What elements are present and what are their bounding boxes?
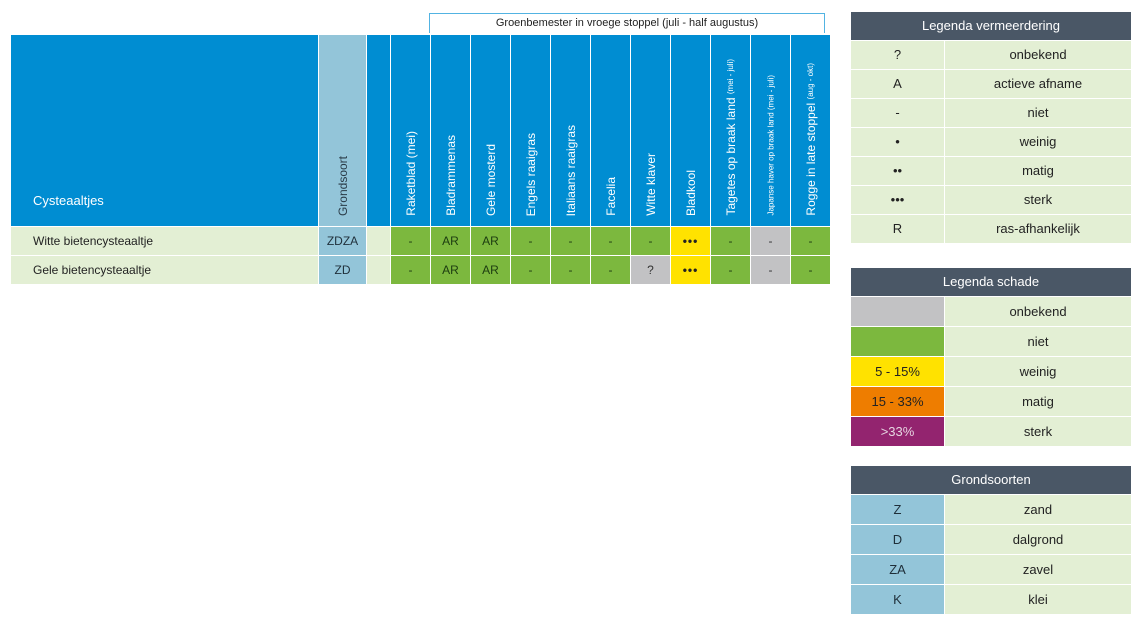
value-cell: -: [711, 227, 750, 255]
soil-cell: ZDZA: [319, 227, 366, 255]
column-header-italiaans-raaigras: Italiaans raaigras: [551, 35, 590, 226]
column-header-witte-klaver: Witte klaver: [631, 35, 670, 226]
value-cell: -: [631, 227, 670, 255]
legend-row: 5 - 15% weinig: [851, 357, 1131, 386]
legend-title: Legenda schade: [851, 268, 1131, 296]
legend-title: Grondsoorten: [851, 466, 1131, 494]
value-cell: -: [791, 256, 830, 284]
legend-title: Legenda vermeerdering: [851, 12, 1131, 40]
legend-row: >33% sterk: [851, 417, 1131, 446]
value-cell: AR: [431, 227, 470, 255]
column-header-facelia: Facelia: [591, 35, 630, 226]
value-cell: -: [751, 227, 790, 255]
column-header-bladkool: Bladkool: [671, 35, 710, 226]
row-label-witte-bietencysteaaltje: Witte bietencysteaaltje: [11, 227, 318, 255]
column-header-tagetes: Tagetes op braak land (mei - juli): [711, 35, 750, 226]
swatch-gray: [851, 297, 944, 326]
legend-row: •• matig: [851, 157, 1131, 185]
value-cell: -: [751, 256, 790, 284]
column-header-japanse-haver: Japanse haver op braak land (mei - juli): [751, 35, 790, 226]
value-cell: ?: [631, 256, 670, 284]
nematode-table: Cysteaaltjes Grondsoort Raketblad (mei) …: [11, 35, 830, 284]
value-cell: -: [591, 227, 630, 255]
soil-column-header: Grondsoort: [319, 35, 366, 226]
spacer-cell: [367, 256, 390, 284]
group-header: Groenbemester in vroege stoppel (juli - …: [429, 13, 825, 33]
value-cell: •••: [671, 227, 710, 255]
column-header-bladrammenas: Bladrammenas: [431, 35, 470, 226]
value-cell: -: [511, 227, 550, 255]
value-cell: -: [791, 227, 830, 255]
legend-row: ••• sterk: [851, 186, 1131, 214]
value-cell: -: [551, 227, 590, 255]
column-header-gele-mosterd: Gele mosterd: [471, 35, 510, 226]
swatch-orange: 15 - 33%: [851, 387, 944, 416]
legend-schade: Legenda schade onbekend niet 5 - 15% wein…: [851, 268, 1131, 446]
legend-row: - niet: [851, 99, 1131, 127]
value-cell: -: [711, 256, 750, 284]
legend-row: niet: [851, 327, 1131, 356]
value-cell: -: [391, 256, 430, 284]
swatch-green: [851, 327, 944, 356]
value-cell: AR: [431, 256, 470, 284]
legend-row: • weinig: [851, 128, 1131, 156]
legend-row: ZA zavel: [851, 555, 1131, 584]
legend-row: ? onbekend: [851, 41, 1131, 69]
value-cell: -: [391, 227, 430, 255]
value-cell: AR: [471, 227, 510, 255]
legend-row: 15 - 33% matig: [851, 387, 1131, 416]
legend-row: onbekend: [851, 297, 1131, 326]
column-header-rogge: Rogge in late stoppel (aug - okt): [791, 35, 830, 226]
column-header-raketblad: Raketblad (mei): [391, 35, 430, 226]
value-cell: -: [551, 256, 590, 284]
swatch-yellow: 5 - 15%: [851, 357, 944, 386]
value-cell: -: [591, 256, 630, 284]
value-cell: AR: [471, 256, 510, 284]
spacer-cell: [367, 227, 390, 255]
column-header-engels-raaigras: Engels raaigras: [511, 35, 550, 226]
value-cell: •••: [671, 256, 710, 284]
swatch-purple: >33%: [851, 417, 944, 446]
value-cell: -: [511, 256, 550, 284]
table-title: Cysteaaltjes: [11, 35, 318, 226]
spacer-column-header: [367, 35, 390, 226]
soil-cell: ZD: [319, 256, 366, 284]
row-label-gele-bietencysteaaltje: Gele bietencysteaaltje: [11, 256, 318, 284]
